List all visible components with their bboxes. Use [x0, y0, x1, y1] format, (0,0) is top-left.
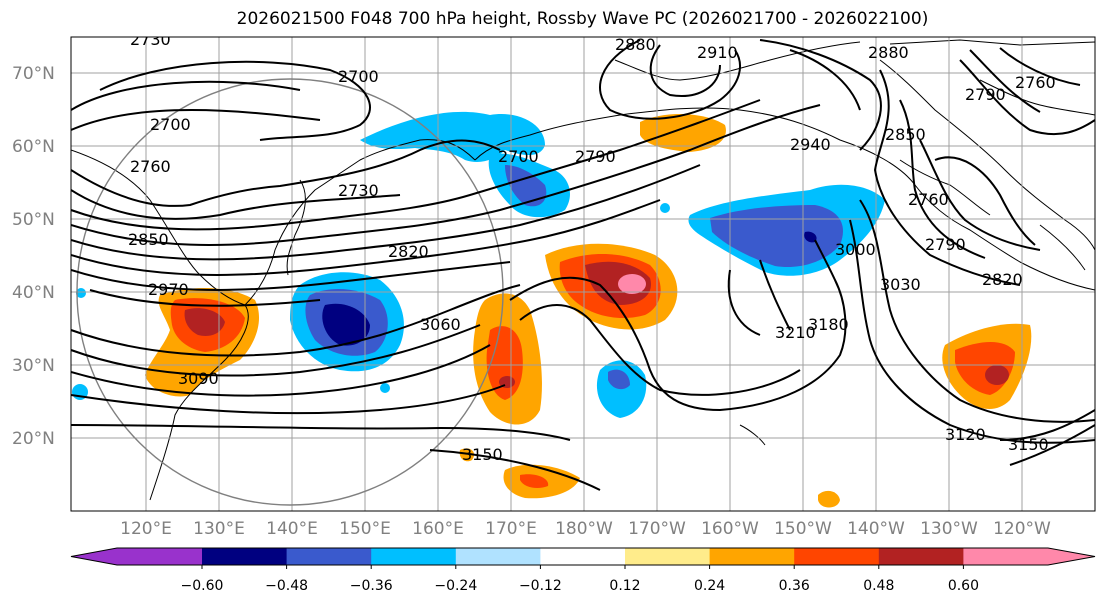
lat-label: 50°N	[12, 210, 55, 230]
height-contours	[71, 39, 1095, 491]
lon-label: 120°W	[993, 519, 1051, 539]
contour-label: 2790	[965, 85, 1006, 104]
colorbar-tick-label: 0.12	[609, 578, 640, 594]
colorbar-tick-label: −0.36	[350, 578, 393, 594]
latitude-labels: 70°N 60°N 50°N 40°N 30°N 20°N	[12, 64, 55, 449]
lon-label: 130°E	[193, 519, 245, 539]
contour-label: 2760	[1015, 73, 1056, 92]
colorbar-swatch	[625, 548, 711, 565]
contour-label: 2730	[130, 30, 171, 49]
contour-label: 2790	[925, 235, 966, 254]
lon-label: 120°E	[120, 519, 172, 539]
lon-label: 150°W	[774, 519, 832, 539]
contour-label: 2700	[150, 115, 191, 134]
lon-label: 170°W	[628, 519, 686, 539]
contour-label: 2700	[338, 67, 379, 86]
contour-label: 2940	[790, 135, 831, 154]
contour-label: 3060	[420, 315, 461, 334]
colorbar-tick-label: −0.48	[265, 578, 308, 594]
lon-label: 170°E	[485, 519, 537, 539]
contour-label: 2880	[868, 43, 909, 62]
contour-label: 2790	[575, 147, 616, 166]
contour-labels: 2730 2700 2910 2880 2880 2850 2790 2760 …	[128, 30, 1056, 464]
contour-label: 2760	[908, 190, 949, 209]
colorbar-tick-label: 0.36	[779, 578, 810, 594]
colorbar-extend-min	[71, 548, 117, 565]
lat-label: 70°N	[12, 64, 55, 84]
colorbar: −0.60 −0.48 −0.36 −0.24 −0.12 0.12 0.24 …	[70, 547, 1096, 594]
lon-label: 140°E	[266, 519, 318, 539]
contour-label: 2850	[128, 230, 169, 249]
colorbar-swatch	[878, 548, 965, 565]
colorbar-swatch	[371, 548, 457, 565]
contour-label: 2880	[615, 35, 656, 54]
lat-label: 40°N	[12, 283, 55, 303]
lat-label: 30°N	[12, 356, 55, 376]
colorbar-swatch	[117, 548, 203, 565]
contour-label: 3090	[178, 369, 219, 388]
lon-label: 160°W	[701, 519, 759, 539]
contour-label: 3210	[775, 323, 816, 342]
contour-label: 2850	[885, 125, 926, 144]
contour-label: 2910	[697, 43, 738, 62]
colorbar-ticks: −0.60 −0.48 −0.36 −0.24 −0.12 0.12 0.24 …	[181, 565, 979, 594]
lon-label: 160°E	[412, 519, 464, 539]
lon-label: 140°W	[847, 519, 905, 539]
colorbar-tick-label: 0.60	[948, 578, 979, 594]
contour-label: 2730	[338, 181, 379, 200]
contour-label: 3150	[1008, 435, 1049, 454]
reference-circle	[76, 78, 504, 506]
colorbar-swatches	[70, 547, 1096, 566]
colorbar-swatch	[540, 548, 626, 565]
colorbar-tick-label: −0.60	[181, 578, 224, 594]
colorbar-outline	[70, 547, 1096, 566]
contour-label: 2820	[982, 270, 1023, 289]
contour-label: 3000	[835, 240, 876, 259]
colorbar-tick-label: 0.24	[694, 578, 725, 594]
map-plot-area: 2730 2700 2910 2880 2880 2850 2790 2760 …	[71, 30, 1095, 511]
anomaly-shading	[72, 111, 1032, 508]
colorbar-tick-label: −0.12	[519, 578, 562, 594]
colorbar-tick-label: −0.24	[434, 578, 477, 594]
contour-label: 2760	[130, 157, 171, 176]
colorbar-extend-max	[1048, 548, 1095, 565]
colorbar-swatch	[709, 548, 796, 565]
contour-label: 2820	[388, 242, 429, 261]
contour-label: 2700	[498, 147, 539, 166]
contour-label: 3030	[880, 275, 921, 294]
coastlines	[71, 39, 1095, 501]
lon-label: 180°W	[555, 519, 613, 539]
colorbar-swatch	[286, 548, 373, 565]
contour-label: 3120	[945, 425, 986, 444]
lat-label: 60°N	[12, 137, 55, 157]
lon-label: 130°W	[920, 519, 978, 539]
colorbar-swatch	[202, 548, 288, 565]
lat-label: 20°N	[12, 429, 55, 449]
colorbar-swatch	[455, 548, 542, 565]
lon-label: 150°E	[339, 519, 391, 539]
map-title: 2026021500 F048 700 hPa height, Rossby W…	[236, 9, 929, 29]
colorbar-swatch	[794, 548, 880, 565]
contour-label: 2970	[148, 280, 189, 299]
contour-label: 3150	[462, 445, 503, 464]
contour-label: 3180	[808, 315, 849, 334]
map-frame	[70, 36, 1096, 512]
colorbar-swatch	[963, 548, 1048, 565]
colorbar-tick-label: 0.48	[863, 578, 894, 594]
longitude-labels: 120°E 130°E 140°E 150°E 160°E 170°E 180°…	[120, 519, 1051, 539]
